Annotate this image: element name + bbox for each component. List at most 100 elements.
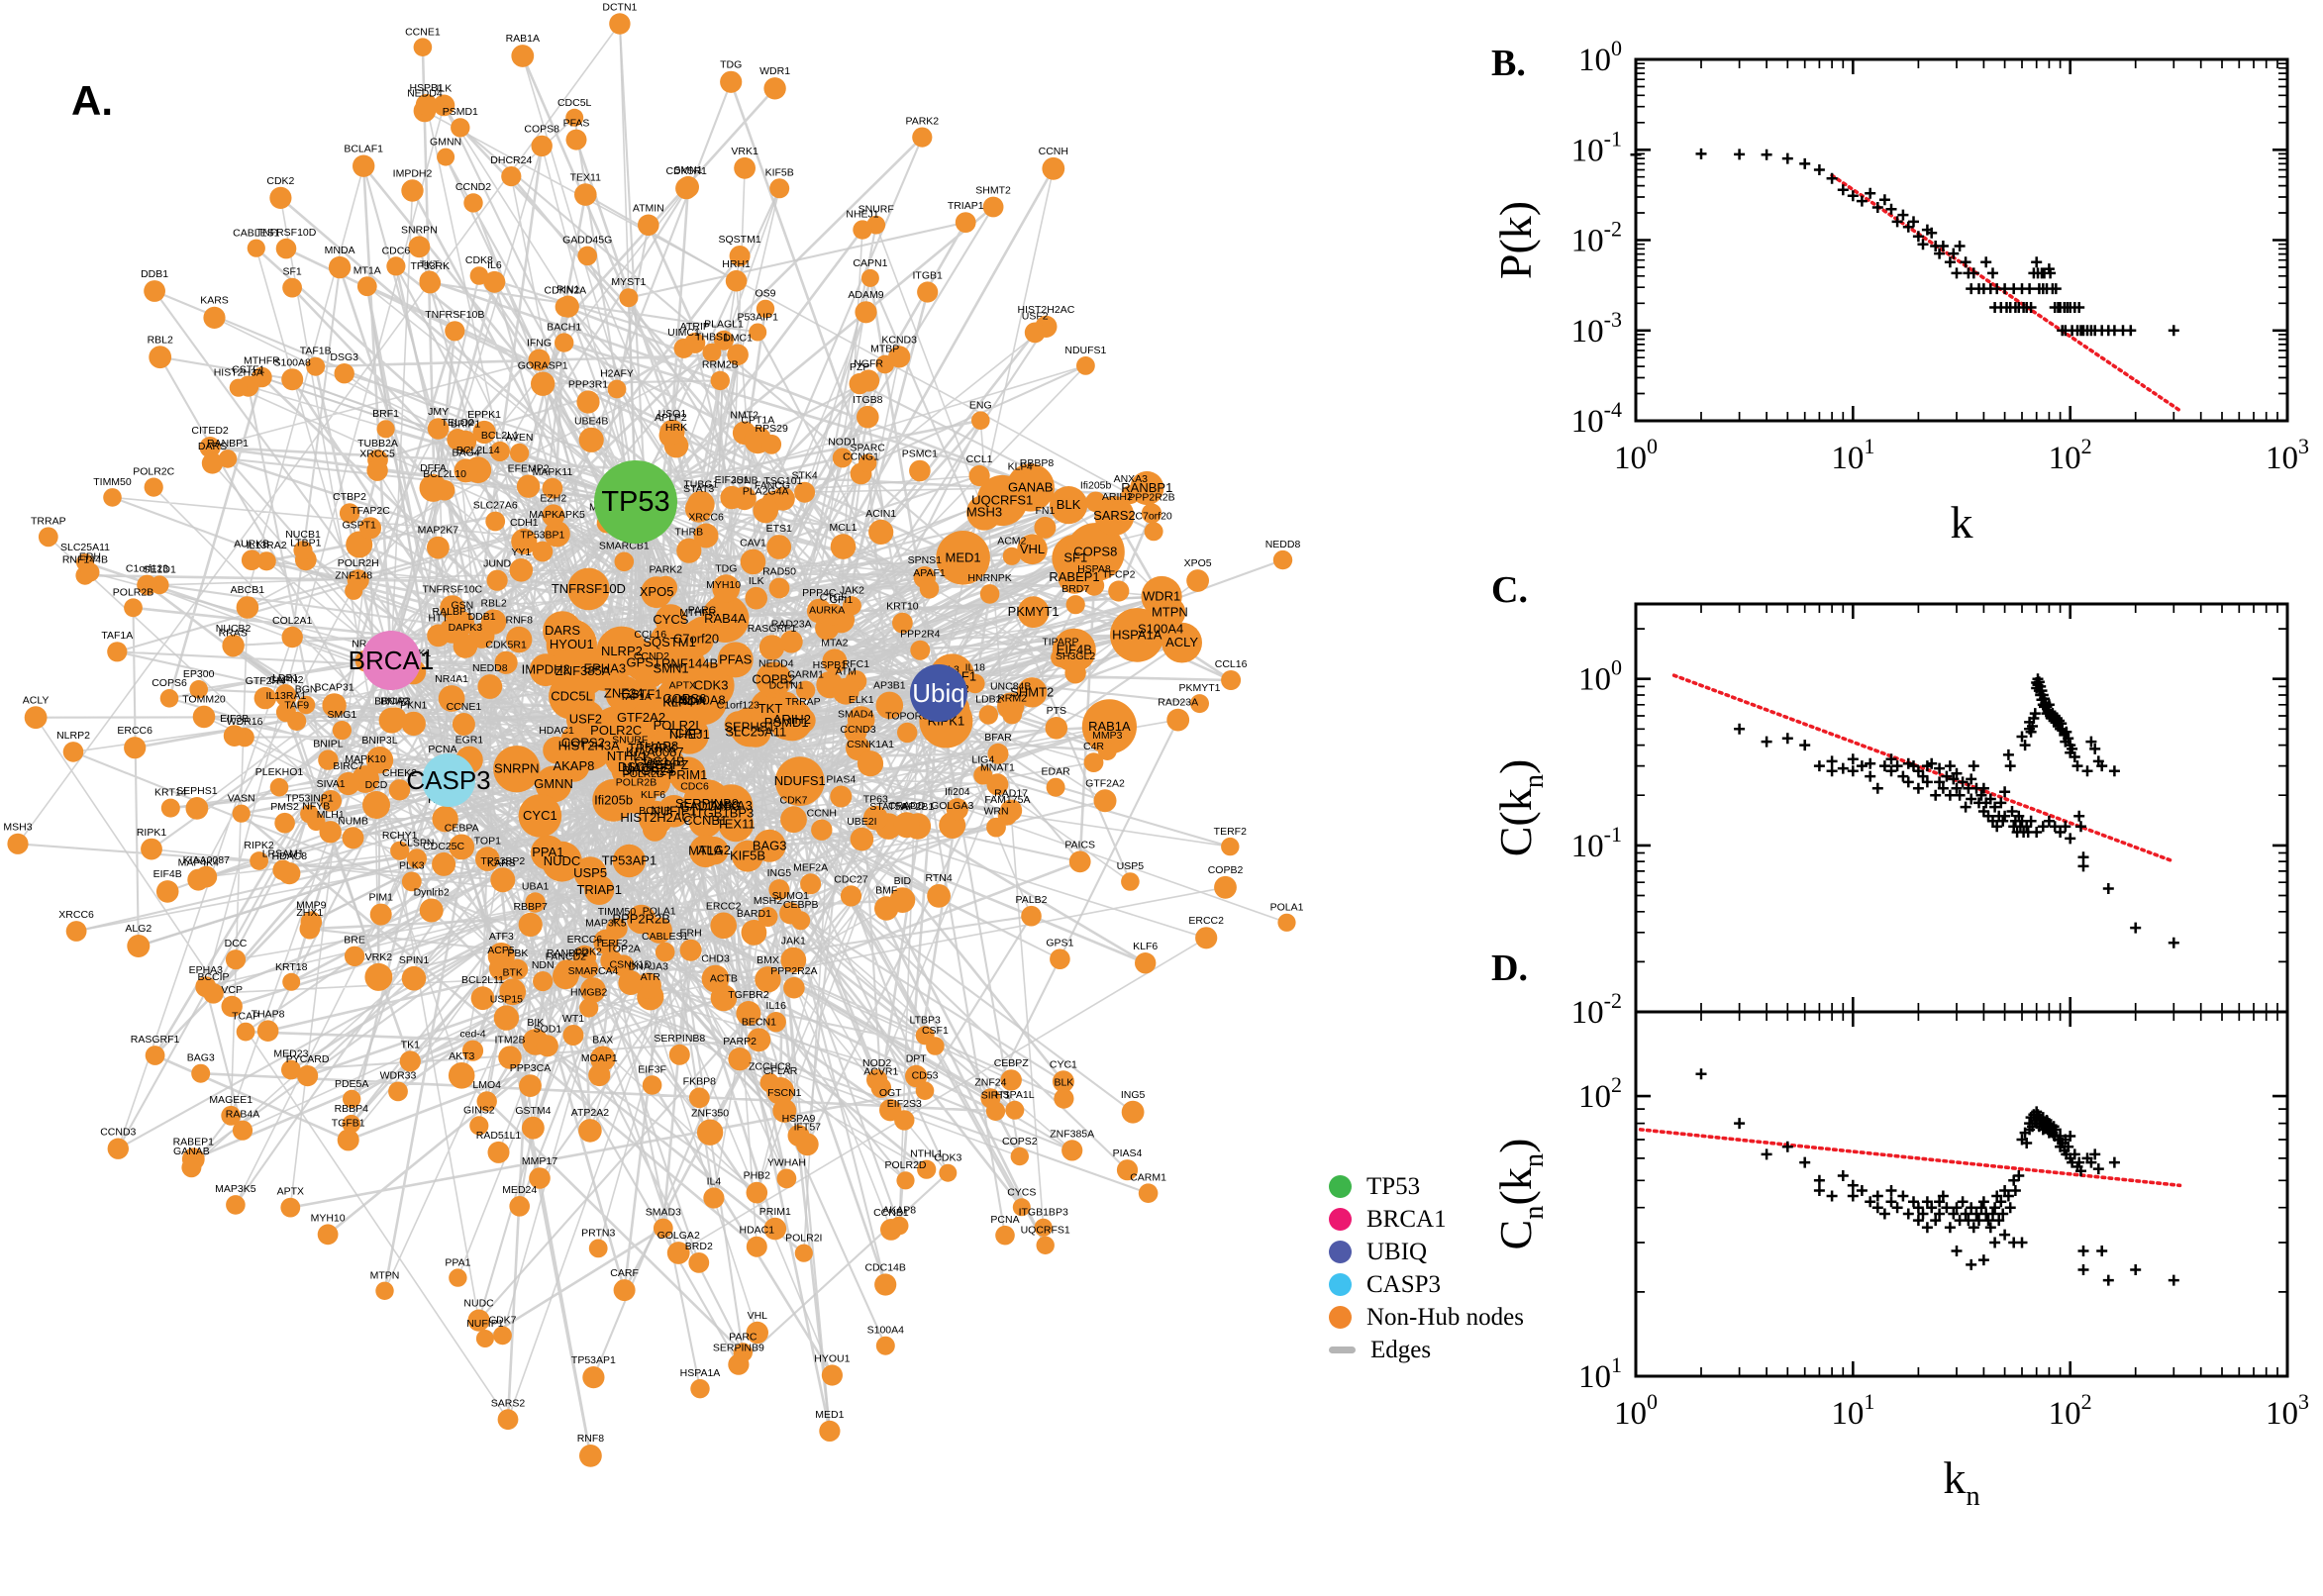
scatter-points: [1630, 148, 2179, 337]
network-node-label: NOD2: [862, 1057, 891, 1069]
network-node: [574, 183, 597, 206]
network-node-label: POLR2C: [133, 466, 174, 478]
network-node-label: CCNH: [807, 808, 837, 820]
network-node: [576, 390, 600, 414]
network-node: [236, 1022, 255, 1042]
network-node-label: ALG2: [698, 843, 731, 857]
network-node-label: ITGB1BP3: [1019, 1207, 1068, 1219]
network-node: [763, 77, 786, 100]
network-node: [679, 939, 702, 961]
network-node-label: WDR1: [759, 65, 790, 77]
network-node: [905, 1064, 928, 1088]
network-node: [684, 332, 706, 353]
network-node: [328, 255, 352, 279]
network-node-label: BNIP3L: [361, 735, 397, 747]
network-node-label: S100A8: [274, 356, 312, 368]
network-node-label: ACLY: [23, 694, 50, 706]
network-node: [401, 871, 422, 892]
network-node: [1036, 1236, 1055, 1255]
network-node-label: ATR: [641, 971, 661, 983]
network-node-label: MAPK10: [345, 753, 386, 765]
tick-label: 101: [1578, 1352, 1622, 1395]
tick-label: 101: [1831, 434, 1874, 476]
network-node-label: BRF1: [372, 408, 399, 420]
network-node-label: TELO2: [442, 417, 474, 429]
network-node: [655, 604, 687, 636]
network-node-label: TOP1: [474, 835, 501, 847]
network-node-label: PPP2R2B: [1128, 491, 1174, 503]
network-node-label: BRIP1: [451, 419, 481, 431]
network-node-label: VHL: [1020, 542, 1045, 556]
network-node-label: KRT14: [154, 787, 187, 799]
network-node: [1024, 322, 1046, 344]
tick-label: 102: [2049, 434, 2092, 476]
network-node-label: SEPHS1: [176, 785, 218, 797]
network-node: [790, 707, 816, 734]
network-node-label: GADD45G: [562, 235, 612, 247]
network-node-label: MSH3: [966, 505, 1002, 520]
network-node: [518, 912, 543, 938]
tick-label: 10-2: [1571, 988, 1622, 1031]
network-node: [847, 706, 875, 734]
network-node-label: RRAS: [219, 627, 248, 639]
network-node: [509, 1196, 530, 1217]
network-node-label: Dynlrb2: [414, 887, 450, 899]
network-node: [858, 453, 877, 472]
network-node: [860, 268, 879, 287]
network-node-label: LRSAM1: [262, 848, 304, 860]
network-node: [1058, 560, 1091, 594]
network-node-label: BLK: [1057, 497, 1081, 512]
network-node-label: CCNG1: [843, 451, 879, 463]
network-node: [511, 45, 535, 67]
network-node-label: FANCG: [755, 479, 790, 491]
network-node: [857, 750, 884, 777]
network-node-label: RIPK2: [244, 840, 274, 851]
network-node-label: UNC84B: [990, 681, 1031, 693]
network-node-label: TOMM20: [182, 694, 226, 706]
network-node: [780, 947, 807, 973]
network-node-label: PSMD1: [764, 715, 809, 730]
network-node: [225, 949, 247, 970]
network-node-label: ZCCHC8: [749, 1061, 791, 1073]
plot-frame: [1634, 1010, 2289, 1378]
network-node-label: USP5: [573, 865, 607, 880]
network-node-label: ACM2: [997, 536, 1026, 548]
network-node-label: MMP3: [1092, 730, 1122, 742]
network-node: [1010, 1147, 1029, 1166]
network-node-label: NTHL1: [607, 748, 648, 763]
network-node-label: PKMYT1: [1008, 604, 1060, 619]
network-node-label: PSMD1: [443, 106, 478, 118]
network-node-label: CTCF: [820, 592, 848, 604]
network-node-label: NUCB1: [285, 529, 321, 541]
network-node-label: HSPA8: [1077, 563, 1111, 575]
network-node-label: LTBP3: [910, 1014, 941, 1026]
network-node-label: POLR2H: [338, 557, 379, 569]
network-node: [1162, 622, 1202, 663]
network-node-label: MCL1: [829, 522, 857, 534]
network-node: [293, 541, 313, 560]
network-node-label: CEBPA: [445, 823, 479, 835]
network-node-label: JAK1: [781, 936, 806, 948]
network-node: [7, 833, 29, 854]
network-node: [858, 369, 880, 392]
network-node: [185, 797, 209, 820]
network-node-label: ERCC6: [567, 934, 603, 946]
minor-ticks: [1636, 59, 2287, 421]
network-node: [868, 519, 894, 546]
network-node-label: TNFRSF10D: [256, 227, 317, 239]
network-node-label: BAG3: [187, 1052, 215, 1064]
network-node: [1141, 575, 1182, 618]
network-node-label: MMP17: [522, 1155, 557, 1167]
network-node: [65, 921, 87, 942]
network-node-label: MAGEE1: [209, 1094, 252, 1106]
network-node: [753, 497, 778, 524]
network-node-label: CDK2: [266, 175, 294, 187]
network-node: [642, 1075, 662, 1095]
network-node-label: SMARCA4: [568, 965, 619, 977]
network-node: [408, 236, 431, 258]
network-node: [388, 779, 411, 801]
network-node: [445, 321, 465, 342]
network-node: [637, 641, 664, 667]
network-node-label: CDC27: [834, 873, 868, 885]
network-node: [556, 295, 579, 318]
